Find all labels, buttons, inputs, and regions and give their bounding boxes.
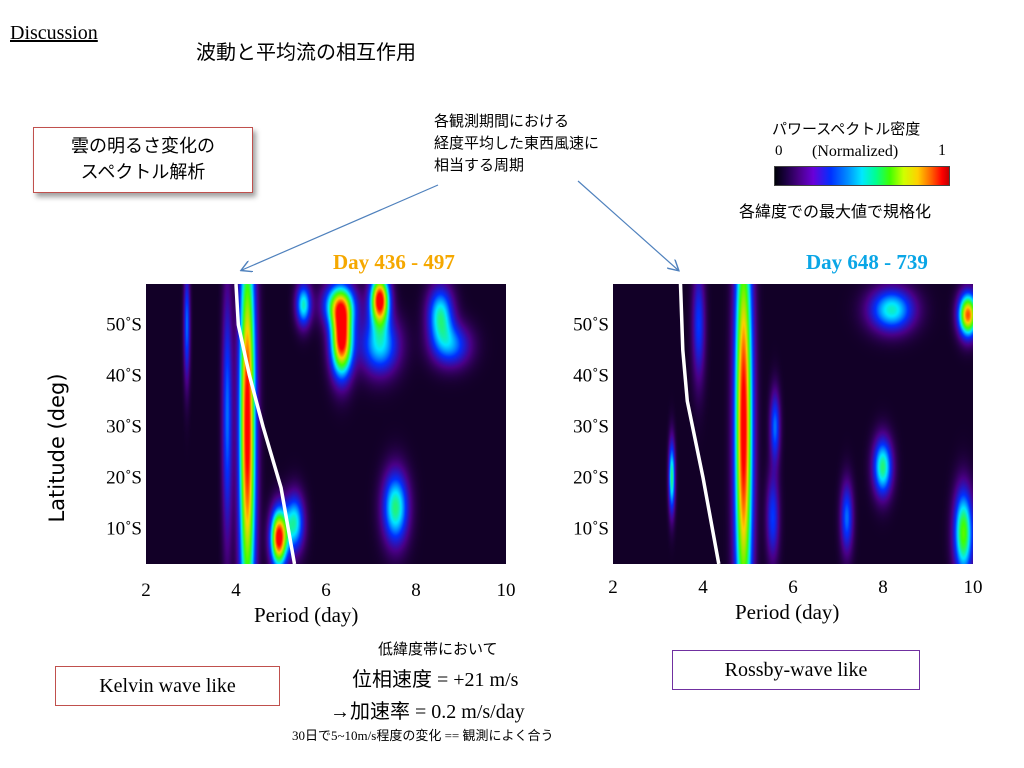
chart1-y-tick: 10˚S <box>106 518 142 539</box>
chart1-mean-wind-period-curve <box>234 283 297 565</box>
chart2-x-tick: 6 <box>788 577 798 598</box>
spectral-box-line1: 雲の明るさ変化の <box>71 136 215 157</box>
chart1-x-tick: 6 <box>321 580 331 601</box>
chart2-y-tick: 20˚S <box>573 467 609 488</box>
chart1-x-tick: 10 <box>497 580 516 601</box>
chart1-heatmap <box>146 284 506 564</box>
low-latitude-note: 低緯度帯において <box>378 640 498 658</box>
colorbar-caption: 各緯度での最大値で規格化 <box>739 202 932 221</box>
chart1-y-tick: 20˚S <box>106 467 142 488</box>
chart2-y-tick: 10˚S <box>573 518 609 539</box>
chart1-x-tick: 8 <box>411 580 421 601</box>
section-heading: Discussion <box>10 22 98 44</box>
annotation-arrow-right <box>577 180 678 270</box>
chart2-mean-wind-period-curve <box>678 283 721 565</box>
kelvin-wave-label: Kelvin wave like <box>55 666 280 706</box>
colorbar <box>774 166 950 186</box>
chart1-title: Day 436 - 497 <box>333 250 455 274</box>
annotation-line1: 各観測期間における <box>434 112 570 130</box>
chart1-x-tick: 2 <box>141 580 151 601</box>
spectral-analysis-box: 雲の明るさ変化の スペクトル解析 <box>33 127 253 193</box>
chart2-y-tick: 40˚S <box>573 366 609 387</box>
chart1-x-axis-label: Period (day) <box>254 603 359 627</box>
chart1-y-tick: 50˚S <box>106 315 142 336</box>
chart1-y-tick: 30˚S <box>106 417 142 438</box>
chart2-x-tick: 2 <box>608 577 618 598</box>
chart2-x-tick: 4 <box>698 577 708 598</box>
chart2-x-tick: 10 <box>964 577 983 598</box>
chart2-x-tick: 8 <box>878 577 888 598</box>
chart1-x-tick: 4 <box>231 580 241 601</box>
chart2-title: Day 648 - 739 <box>806 250 928 274</box>
phase-speed: 位相速度 = +21 m/s <box>352 669 519 691</box>
colorbar-max-label: 1 <box>938 142 946 159</box>
chart2-y-tick: 30˚S <box>573 417 609 438</box>
chart2-x-axis-label: Period (day) <box>735 600 840 624</box>
spectral-box-line2: スペクトル解析 <box>80 162 206 183</box>
chart2-y-tick: 50˚S <box>573 315 609 336</box>
acceleration-rate: →加速率 = 0.2 m/s/day <box>330 701 525 723</box>
colorbar-title: パワースペクトル密度 <box>772 120 921 138</box>
annotation-line2: 経度平均した東西風速に <box>434 134 600 152</box>
annotation-line3: 相当する周期 <box>434 156 525 174</box>
colorbar-unit-label: (Normalized) <box>812 143 899 160</box>
chart1-y-tick: 40˚S <box>106 366 142 387</box>
rossby-wave-label: Rossby-wave like <box>672 650 920 690</box>
annotation-arrow-left <box>242 184 439 270</box>
period-annotation: 各観測期間における 経度平均した東西風速に 相当する周期 <box>434 110 599 176</box>
chart2-heatmap <box>613 284 973 564</box>
comparison-note: 30日で5~10m/s程度の変化 == 観測によく合う <box>292 728 554 743</box>
slide-title: 波動と平均流の相互作用 <box>196 40 416 64</box>
colorbar-min-label: 0 <box>775 143 783 159</box>
